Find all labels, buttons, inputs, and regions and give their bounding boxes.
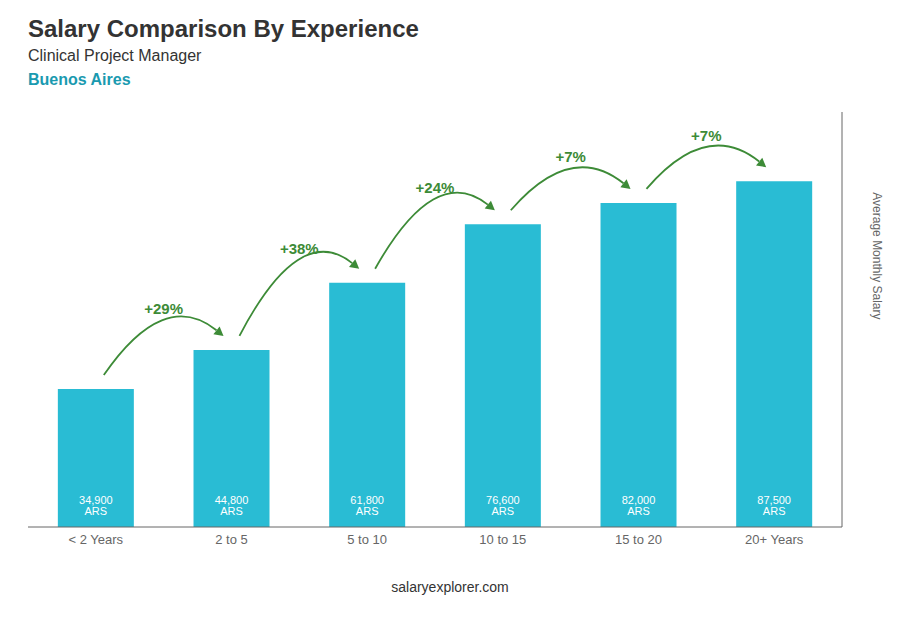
svg-text:+24%: +24% xyxy=(416,179,455,196)
svg-text:82,000ARS: 82,000ARS xyxy=(622,494,656,517)
svg-text:76,600ARS: 76,600ARS xyxy=(486,494,520,517)
html-text:Clinical Project Manager: Clinical Project Manager xyxy=(28,47,202,64)
svg-text:+29%: +29% xyxy=(144,300,183,317)
svg-text:87,500ARS: 87,500ARS xyxy=(757,494,791,517)
svg-text:10 to 15: 10 to 15 xyxy=(479,532,526,547)
svg-text:+7%: +7% xyxy=(691,127,721,144)
svg-text:2 to 5: 2 to 5 xyxy=(215,532,248,547)
html-text:Salary Comparison By Experienc: Salary Comparison By Experience xyxy=(28,15,419,42)
svg-text:< 2 Years: < 2 Years xyxy=(69,532,124,547)
html-text:Buenos Aires: Buenos Aires xyxy=(28,71,131,88)
svg-text:44,800ARS: 44,800ARS xyxy=(215,494,249,517)
svg-text:Average Monthly Salary: Average Monthly Salary xyxy=(870,192,884,319)
svg-text:5 to 10: 5 to 10 xyxy=(347,532,387,547)
svg-text:34,900ARS: 34,900ARS xyxy=(79,494,113,517)
svg-text:15 to 20: 15 to 20 xyxy=(615,532,662,547)
svg-text:+7%: +7% xyxy=(555,148,585,165)
svg-text:20+ Years: 20+ Years xyxy=(745,532,804,547)
svg-text:+38%: +38% xyxy=(280,240,319,257)
svg-text:61,800ARS: 61,800ARS xyxy=(350,494,384,517)
html-text:salaryexplorer.com: salaryexplorer.com xyxy=(391,579,509,595)
